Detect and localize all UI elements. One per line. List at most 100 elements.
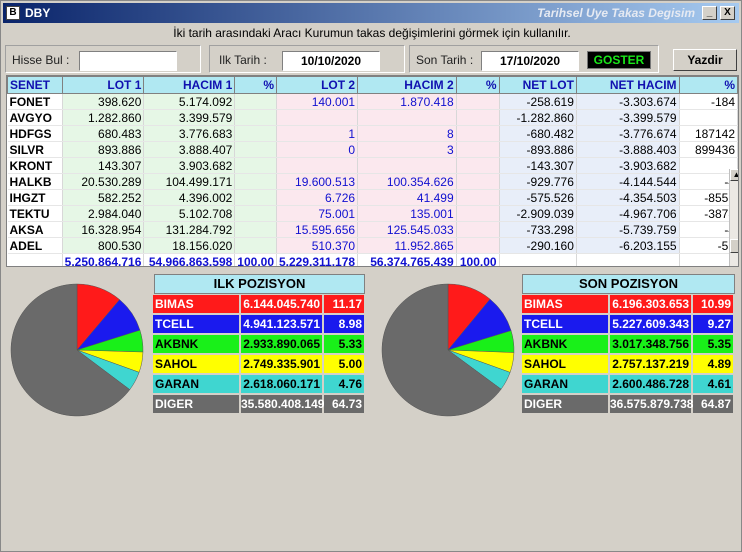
table-row[interactable]: SILVR 893.886 3.888.407 0 3 -893.886 -3.888.40… xyxy=(7,141,738,158)
window-title: Tarihsel Uye Takas Degisim xyxy=(537,6,695,20)
scroll-thumb[interactable] xyxy=(730,239,738,253)
table-row[interactable]: AKSA 16.328.954 131.284.792 15.595.656 125.5… xyxy=(7,221,738,238)
table-cell: 100,00 xyxy=(234,253,277,266)
table-cell xyxy=(234,141,277,158)
table-cell: 5.174.092 xyxy=(143,93,236,110)
scroll-up-icon[interactable]: ▲ xyxy=(730,169,738,181)
ilk-tarih-group xyxy=(209,45,405,73)
table-cell xyxy=(234,157,277,174)
table-cell: -8556 xyxy=(679,189,738,206)
column-header[interactable]: HACIM 2 xyxy=(357,76,457,94)
position-name: BIMAS xyxy=(522,295,608,313)
table-row[interactable]: TEKTU 2.984.040 5.102.708 75.001 135.001 -2.9… xyxy=(7,205,738,222)
son-tarih-input[interactable]: 17/10/2020 xyxy=(481,51,579,71)
position-value: 6.196.303.653 xyxy=(610,295,691,313)
table-cell xyxy=(679,253,738,266)
minimize-button[interactable]: _ xyxy=(702,6,717,20)
table-cell: 5.250.864.716 xyxy=(62,253,145,266)
position-name: AKBNK xyxy=(153,335,239,353)
position-row: AKBNK 2.933.890.065 5.33 xyxy=(153,335,366,354)
position-value: 2.933.890.065 xyxy=(241,335,322,353)
table-row[interactable]: FONET 398.620 5.174.092 140.001 1.870.418 -25… xyxy=(7,93,738,110)
table-cell xyxy=(456,93,500,110)
table-cell: AVGYO xyxy=(7,109,63,126)
table-cell: 20.530.289 xyxy=(62,173,145,190)
position-row: SAHOL 2.757.137.219 4.89 xyxy=(522,355,735,374)
table-cell: 899436 xyxy=(679,141,738,158)
column-header[interactable]: % xyxy=(455,76,500,94)
table-row[interactable]: KRONT 143.307 3.903.682 -143.307 -3.903.682 xyxy=(7,157,738,174)
vertical-scrollbar[interactable]: ▲ ▼ xyxy=(729,169,738,266)
title-bar[interactable]: B DBY Tarihsel Uye Takas Degisim _ X xyxy=(3,3,739,23)
table-cell xyxy=(234,109,277,126)
position-percent: 64.87 xyxy=(693,395,733,413)
table-cell: 54.966.863.598 xyxy=(143,253,236,266)
goster-button[interactable]: GOSTER xyxy=(587,51,651,69)
table-cell: HALKB xyxy=(7,173,63,190)
table-cell: 3.888.407 xyxy=(143,141,236,158)
table-cell: -3.776.674 xyxy=(576,125,680,142)
table-cell: 680.483 xyxy=(62,125,145,142)
position-value: 2.618.060.171 xyxy=(241,375,322,393)
position-value: 5.227.609.343 xyxy=(610,315,691,333)
column-header[interactable]: % xyxy=(234,76,277,94)
table-header[interactable]: SENET LOT 1 HACIM 1% LOT 2 HACIM 2% NET LOT NE… xyxy=(7,76,738,94)
column-header[interactable]: LOT 2 xyxy=(275,76,359,94)
table-cell: -3.399.579 xyxy=(576,109,680,126)
table-cell: 11.952.865 xyxy=(357,237,457,254)
table-cell: 125.545.033 xyxy=(357,221,457,238)
column-header[interactable]: SENET xyxy=(7,76,63,94)
column-header[interactable]: NET LOT xyxy=(498,76,577,94)
table-cell: 5.229.311.178 xyxy=(276,253,359,266)
table-cell: 5.102.708 xyxy=(143,205,236,222)
close-button[interactable]: X xyxy=(720,6,735,20)
table-cell: -733.298 xyxy=(499,221,577,238)
table-cell: -290.160 xyxy=(499,237,577,254)
totals-row[interactable]: 5.250.864.716 54.966.863.598 100,00 5.229.3… xyxy=(7,253,738,266)
table-cell: KRONT xyxy=(7,157,63,174)
table-row[interactable]: HDFGS 680.483 3.776.683 1 8 -680.482 -3.776.67… xyxy=(7,125,738,142)
position-name: TCELL xyxy=(153,315,239,333)
table-cell: -680.482 xyxy=(499,125,577,142)
yazdir-button[interactable]: Yazdir xyxy=(673,49,737,71)
column-header[interactable]: % xyxy=(678,76,738,94)
table-cell xyxy=(456,157,500,174)
table-row[interactable]: HALKB 20.530.289 104.499.171 19.600.513 100.… xyxy=(7,173,738,190)
table-cell: -143.307 xyxy=(499,157,577,174)
hisse-label: Hisse Bul : xyxy=(12,53,70,67)
table-cell: -4.144.544 xyxy=(576,173,680,190)
table-cell xyxy=(456,173,500,190)
table-cell xyxy=(456,125,500,142)
position-row: GARAN 2.618.060.171 4.76 xyxy=(153,375,366,394)
position-row: TCELL 5.227.609.343 9.27 xyxy=(522,315,735,334)
table-cell: 100,00 xyxy=(456,253,500,266)
column-header[interactable]: LOT 1 xyxy=(61,76,145,94)
son-pozisyon-title: SON POZISYON xyxy=(522,274,735,294)
table-row[interactable]: ADEL 800.530 18.156.020 510.370 11.952.865 -2… xyxy=(7,237,738,254)
table-row[interactable]: AVGYO 1.282.860 3.399.579 -1.282.860 -3.399.… xyxy=(7,109,738,126)
table-cell: ADEL xyxy=(7,237,63,254)
table-cell xyxy=(456,205,500,222)
position-name: SAHOL xyxy=(522,355,608,373)
table-cell: -6.203.155 xyxy=(576,237,680,254)
table-row[interactable]: IHGZT 582.252 4.396.002 6.726 41.499 -575.526… xyxy=(7,189,738,206)
hisse-search-input[interactable] xyxy=(79,51,177,71)
table-cell xyxy=(357,109,457,126)
ilk-tarih-input[interactable]: 10/10/2020 xyxy=(282,51,380,71)
position-row: SAHOL 2.749.335.901 5.00 xyxy=(153,355,366,374)
son-pozisyon-pie-chart xyxy=(381,283,515,417)
table-cell: -4.967.706 xyxy=(576,205,680,222)
hisse-group xyxy=(5,45,201,73)
table-cell: 135.001 xyxy=(357,205,457,222)
table-cell: 1 xyxy=(276,125,359,142)
table-cell: 3.903.682 xyxy=(143,157,236,174)
table-cell: 16.328.954 xyxy=(62,221,145,238)
table-cell: -184 xyxy=(679,93,738,110)
position-name: GARAN xyxy=(522,375,608,393)
column-header[interactable]: HACIM 1 xyxy=(143,76,236,94)
table-cell: 1.282.860 xyxy=(62,109,145,126)
table-cell: -3878 xyxy=(679,205,738,222)
position-row: BIMAS 6.144.045.740 11.17 xyxy=(153,295,366,314)
column-header[interactable]: NET HACIM xyxy=(575,76,680,94)
